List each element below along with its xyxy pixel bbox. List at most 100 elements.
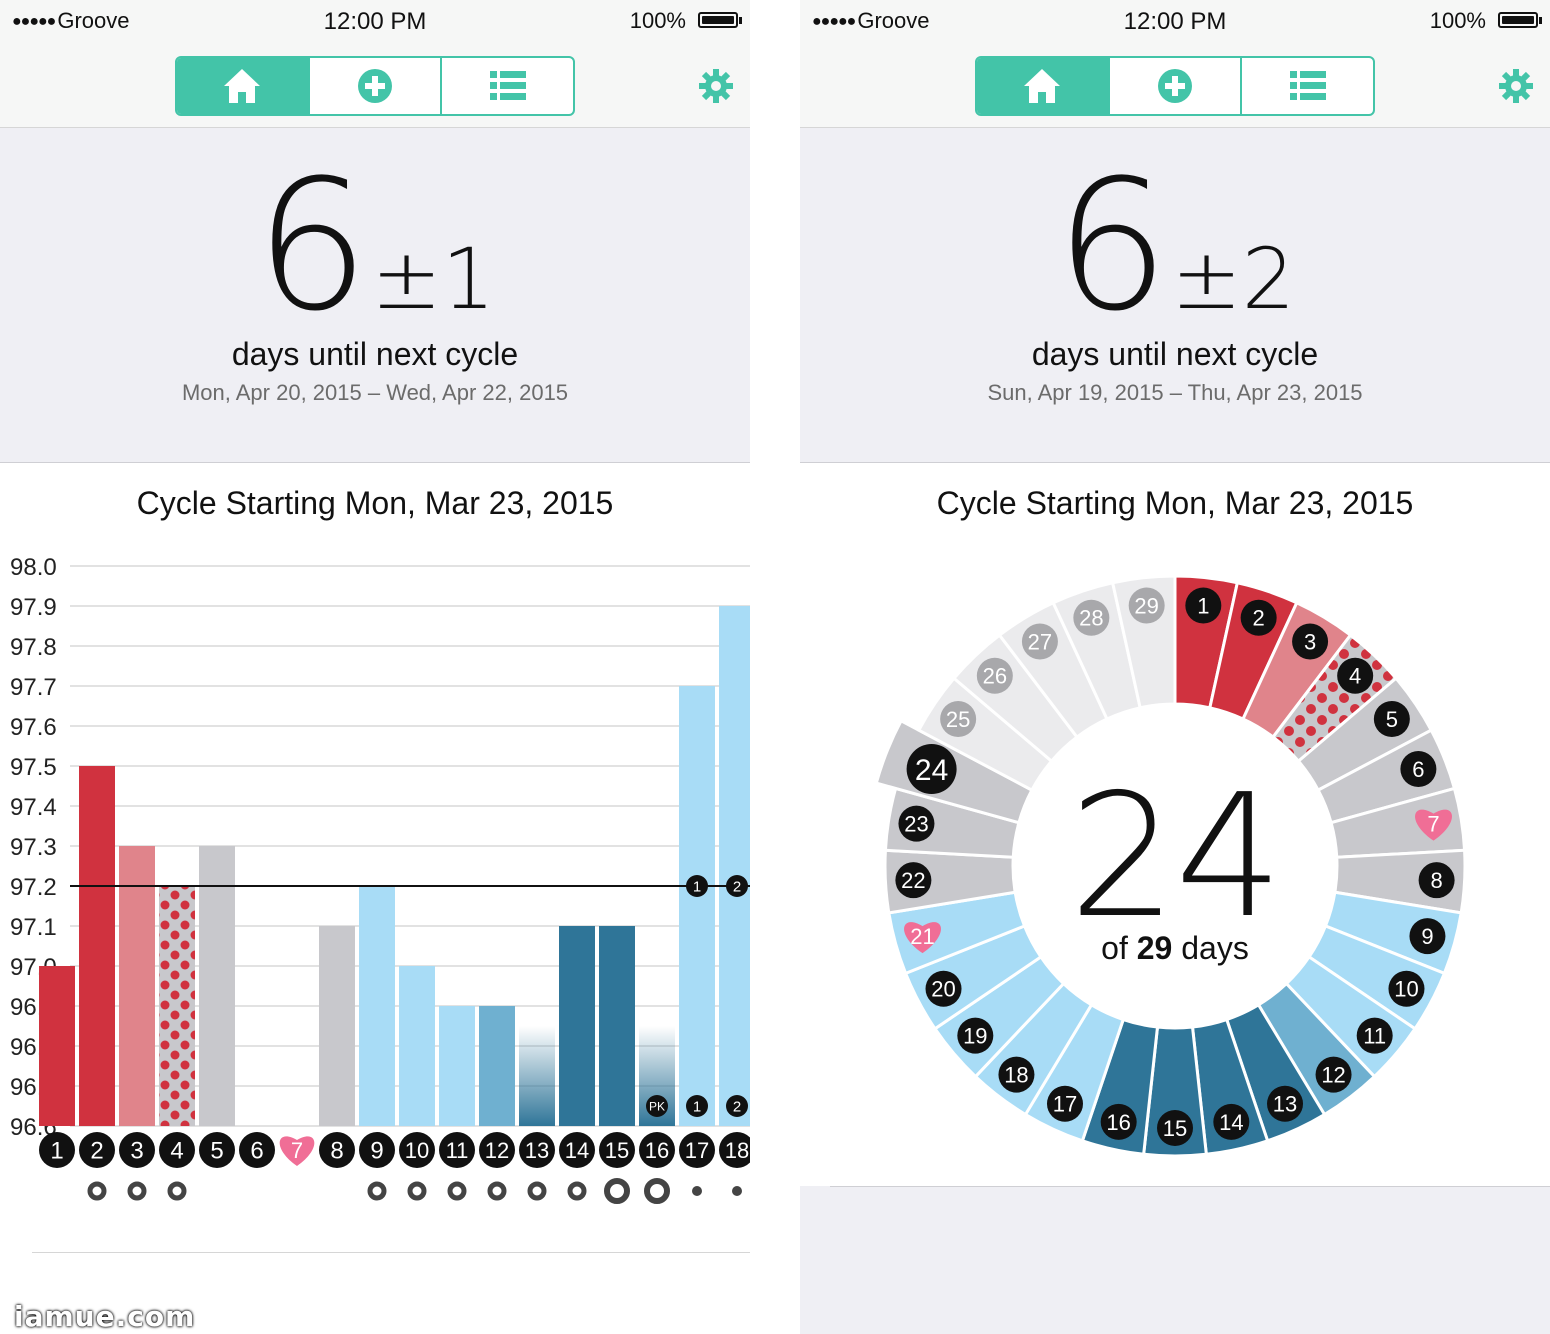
y-tick-label: 97.1 <box>10 914 57 941</box>
fluid-dot <box>447 1181 467 1201</box>
fluid-dot <box>127 1181 147 1201</box>
temperature-chart[interactable]: 98.0 97.9 97.8 97.7 97.6 97.5 97.4 97.3 97.2 97.1… <box>0 0 750 1334</box>
temperature-bar <box>439 1006 475 1126</box>
svg-text:1: 1 <box>50 1138 63 1165</box>
list-icon <box>489 71 526 100</box>
day-label: 9 <box>359 1132 395 1168</box>
y-tick-label: 97.6 <box>10 714 57 741</box>
status-bar: ●●●●●Groove 12:00 PM 100% <box>800 0 1550 42</box>
svg-text:10: 10 <box>405 1138 429 1163</box>
svg-text:18: 18 <box>725 1138 749 1163</box>
days-until-label: days until next cycle <box>1031 336 1319 372</box>
fluid-dot <box>644 1178 670 1204</box>
list-tab[interactable] <box>442 58 573 114</box>
temperature-bar <box>79 766 115 1126</box>
cycle-length-label: of 29 days <box>1101 930 1249 966</box>
days-until-count: 6±1 <box>254 142 496 351</box>
home-icon <box>224 69 261 103</box>
coverline-marker: 2 <box>726 875 748 897</box>
days-until-count: 6±2 <box>1054 142 1296 351</box>
svg-text:3: 3 <box>1304 629 1316 654</box>
view-segmented-control <box>975 56 1375 116</box>
day-label: 2 <box>79 1132 115 1168</box>
y-tick-label: 97.7 <box>10 674 57 701</box>
status-time: 12:00 PM <box>1123 8 1227 35</box>
gear-icon[interactable] <box>698 68 734 104</box>
svg-text:PK: PK <box>649 1099 665 1113</box>
y-tick-label: 97.2 <box>10 874 57 901</box>
svg-text:9: 9 <box>1421 924 1433 949</box>
nav-bar <box>800 42 1550 128</box>
phone-screen-left: ●●●●●Groove 12:00 PM 100% 6±1 days until… <box>0 0 750 1334</box>
temperature-bar <box>359 886 395 1126</box>
y-tick-label: 97.5 <box>10 754 57 781</box>
ring-day-label: 16 <box>1100 1103 1137 1140</box>
ring-day-label: 13 <box>1267 1085 1304 1122</box>
carrier: ●●●●●Groove <box>812 8 930 33</box>
day-label: 8 <box>319 1132 355 1168</box>
svg-text:2: 2 <box>733 1098 741 1115</box>
peak-marker: 1 <box>686 1095 708 1117</box>
svg-text:2: 2 <box>90 1138 103 1165</box>
svg-text:8: 8 <box>1430 868 1442 893</box>
add-entry-tab[interactable] <box>310 58 443 114</box>
svg-text:5: 5 <box>1386 707 1398 732</box>
coverline-marker: 1 <box>686 875 708 897</box>
ring-day-label: 25 <box>940 700 977 737</box>
list-tab[interactable] <box>1242 58 1373 114</box>
day-label: 11 <box>439 1132 475 1168</box>
day-label: 18 <box>719 1132 750 1168</box>
ring-day-label: 15 <box>1157 1110 1193 1146</box>
ring-day-label: 28 <box>1073 599 1110 636</box>
svg-text:15: 15 <box>605 1138 629 1163</box>
y-tick-label: 98.0 <box>10 554 57 581</box>
heart-icon: 7 <box>279 1136 315 1166</box>
temperature-bar <box>119 846 155 1126</box>
temperature-bar <box>199 846 235 1126</box>
ring-day-label: 22 <box>895 862 932 899</box>
svg-text:3: 3 <box>130 1138 143 1165</box>
cycle-ring[interactable]: 1 234567891011121314151617181920212223242… <box>800 0 1550 1334</box>
home-tab[interactable] <box>977 58 1110 114</box>
svg-text:4: 4 <box>170 1138 183 1165</box>
prediction-panel: 6±2 days until next cycle Sun, Apr 19, 2… <box>800 128 1550 463</box>
svg-text:11: 11 <box>1363 1024 1386 1049</box>
fluid-dot <box>527 1181 547 1201</box>
temperature-bar <box>719 606 750 1126</box>
svg-text:25: 25 <box>946 707 970 732</box>
svg-text:10: 10 <box>1394 977 1418 1002</box>
peak-marker: 2 <box>726 1095 748 1117</box>
day-label: 14 <box>559 1132 595 1168</box>
svg-text:18: 18 <box>1004 1062 1028 1087</box>
battery-percent: 100% <box>1429 8 1486 33</box>
heart-icon: 21 <box>904 922 942 954</box>
ring-day-label: 10 <box>1388 970 1425 1007</box>
battery-icon <box>1498 12 1538 28</box>
svg-text:7: 7 <box>291 1138 303 1163</box>
svg-text:13: 13 <box>525 1138 549 1163</box>
fluid-dot <box>487 1181 507 1201</box>
ring-day-label: 23 <box>898 805 935 842</box>
fluid-dot <box>87 1181 107 1201</box>
svg-text:21: 21 <box>910 924 934 949</box>
svg-text:14: 14 <box>1219 1110 1243 1135</box>
svg-text:8: 8 <box>330 1138 343 1165</box>
home-tab[interactable] <box>177 58 310 114</box>
svg-text:16: 16 <box>1106 1110 1130 1135</box>
days-uncertainty: ±2 <box>1171 230 1296 328</box>
temperature-bar <box>399 966 435 1126</box>
day-label: 5 <box>199 1132 235 1168</box>
svg-text:7: 7 <box>1427 812 1439 837</box>
fluid-dot <box>604 1178 630 1204</box>
svg-text:17: 17 <box>1053 1092 1077 1117</box>
svg-text:14: 14 <box>565 1138 589 1163</box>
svg-text:5: 5 <box>210 1138 223 1165</box>
svg-text:22: 22 <box>901 868 925 893</box>
ring-day-label: 1 <box>1185 587 1222 624</box>
svg-text:26: 26 <box>983 664 1007 689</box>
add-entry-tab[interactable] <box>1110 58 1243 114</box>
cycle-title: Cycle Starting Mon, Mar 23, 2015 <box>936 485 1414 521</box>
ring-day-label: 8 <box>1418 862 1455 899</box>
gear-icon[interactable] <box>1498 68 1534 104</box>
ring-day-label: 4 <box>1337 657 1374 694</box>
